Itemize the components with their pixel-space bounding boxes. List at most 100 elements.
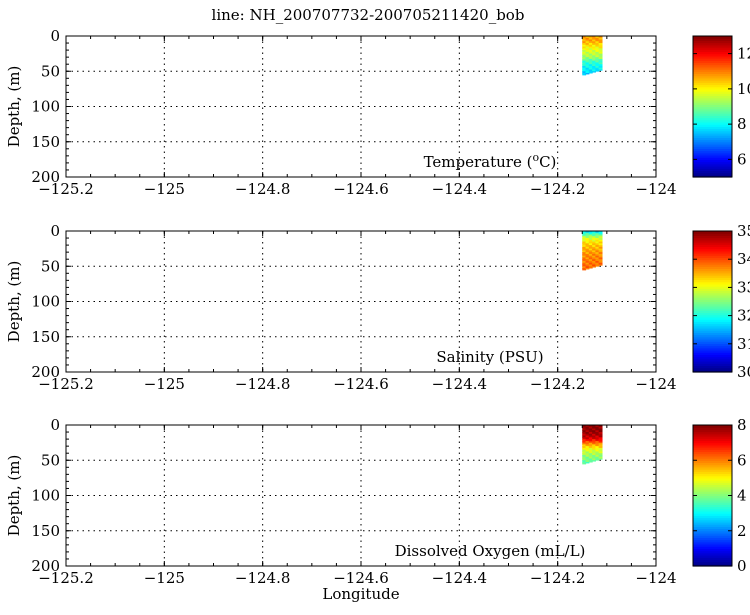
data-cell bbox=[595, 69, 600, 72]
data-cell bbox=[595, 37, 600, 41]
data-cell bbox=[582, 446, 587, 449]
data-cell bbox=[588, 257, 593, 260]
data-cell bbox=[598, 248, 603, 251]
data-cell bbox=[582, 426, 587, 430]
data-cell bbox=[582, 444, 587, 447]
colorbar-segment bbox=[693, 480, 732, 483]
data-cell bbox=[595, 241, 600, 244]
colorbar-segment bbox=[693, 308, 732, 311]
data-cell bbox=[592, 262, 596, 266]
data-cell bbox=[582, 44, 587, 48]
data-cell bbox=[582, 71, 587, 74]
colorbar-segment bbox=[693, 161, 732, 165]
colorbar-segment bbox=[693, 69, 732, 72]
data-cell bbox=[585, 253, 590, 257]
data-cell bbox=[585, 62, 590, 65]
colorbar-segment bbox=[693, 521, 732, 525]
data-cell bbox=[582, 259, 587, 262]
colorbar-segment bbox=[693, 126, 732, 130]
data-cell bbox=[585, 51, 590, 55]
data-cell bbox=[598, 65, 603, 69]
data-cell bbox=[588, 435, 593, 438]
data-cell bbox=[585, 446, 590, 449]
colorbar-tick-label: 30 bbox=[737, 363, 750, 381]
data-cell bbox=[592, 430, 596, 433]
colorbar-segment bbox=[693, 347, 732, 351]
data-cell bbox=[588, 241, 593, 244]
data-cell bbox=[585, 55, 590, 58]
colorbar-segment bbox=[693, 255, 732, 259]
colorbar-segment bbox=[693, 93, 732, 97]
data-cell bbox=[582, 53, 587, 56]
data-cell bbox=[585, 43, 590, 46]
colorbar-segment bbox=[693, 325, 732, 329]
variable-label: Salinity (PSU) bbox=[436, 348, 543, 366]
data-cell bbox=[582, 456, 587, 460]
data-cell bbox=[598, 255, 603, 259]
colorbar-segment bbox=[693, 510, 732, 514]
data-cell bbox=[585, 264, 590, 267]
data-cell bbox=[595, 231, 600, 234]
data-cell bbox=[588, 238, 593, 241]
data-cell bbox=[592, 246, 596, 250]
data-cell bbox=[588, 453, 593, 456]
colorbar-segment bbox=[693, 363, 732, 366]
data-cell bbox=[592, 264, 596, 267]
data-cell bbox=[588, 446, 593, 449]
data-cell bbox=[592, 44, 596, 48]
data-cell bbox=[598, 58, 603, 62]
data-cell bbox=[588, 444, 593, 447]
colorbar-segment bbox=[693, 163, 732, 167]
colorbar-segment bbox=[693, 286, 732, 289]
data-cell bbox=[585, 248, 590, 251]
data-cell bbox=[588, 248, 593, 251]
data-cell bbox=[598, 264, 603, 266]
data-cell bbox=[582, 260, 587, 264]
data-cell bbox=[582, 231, 587, 234]
data-cell bbox=[595, 442, 600, 445]
data-cell bbox=[592, 41, 596, 44]
data-cell bbox=[595, 257, 600, 260]
data-cell bbox=[598, 238, 603, 241]
data-cell bbox=[598, 36, 603, 39]
data-cell bbox=[595, 262, 600, 266]
variable-label: Dissolved Oxygen (mL/L) bbox=[395, 542, 586, 560]
y-tick-label: 100 bbox=[31, 293, 60, 311]
data-cell bbox=[595, 250, 600, 253]
data-cell bbox=[582, 62, 587, 65]
data-cell bbox=[592, 432, 596, 435]
data-cell bbox=[592, 435, 596, 438]
colorbar-tick-label: 6 bbox=[737, 150, 747, 168]
data-cell bbox=[592, 453, 596, 456]
data-cell bbox=[588, 236, 593, 239]
data-cell bbox=[588, 48, 593, 51]
data-cell bbox=[595, 36, 600, 39]
colorbar-segment bbox=[693, 497, 732, 501]
data-cell bbox=[598, 425, 603, 428]
colorbar-segment bbox=[693, 104, 732, 108]
data-cell bbox=[588, 439, 593, 442]
data-cell bbox=[595, 252, 600, 255]
data-cell bbox=[595, 55, 600, 58]
data-cell bbox=[598, 243, 603, 246]
data-cell bbox=[588, 243, 593, 246]
colorbar-tick-label: 0 bbox=[737, 557, 747, 575]
data-cell bbox=[592, 451, 596, 454]
colorbar-frame bbox=[692, 230, 733, 373]
data-cell bbox=[592, 36, 596, 39]
colorbar-segment bbox=[693, 294, 732, 298]
data-cell bbox=[588, 50, 593, 53]
data-cell bbox=[588, 44, 593, 48]
data-cell bbox=[588, 442, 593, 445]
x-axis-label: Longitude bbox=[322, 585, 399, 603]
colorbar-segment bbox=[693, 440, 732, 444]
data-cell bbox=[582, 36, 587, 39]
data-cell bbox=[595, 243, 600, 246]
data-cell bbox=[585, 430, 590, 433]
data-cell bbox=[592, 231, 596, 234]
data-cell bbox=[598, 51, 603, 55]
colorbar-segment bbox=[693, 235, 732, 239]
data-cell bbox=[595, 428, 600, 431]
colorbar-segment bbox=[693, 58, 732, 61]
data-cell bbox=[592, 58, 596, 62]
